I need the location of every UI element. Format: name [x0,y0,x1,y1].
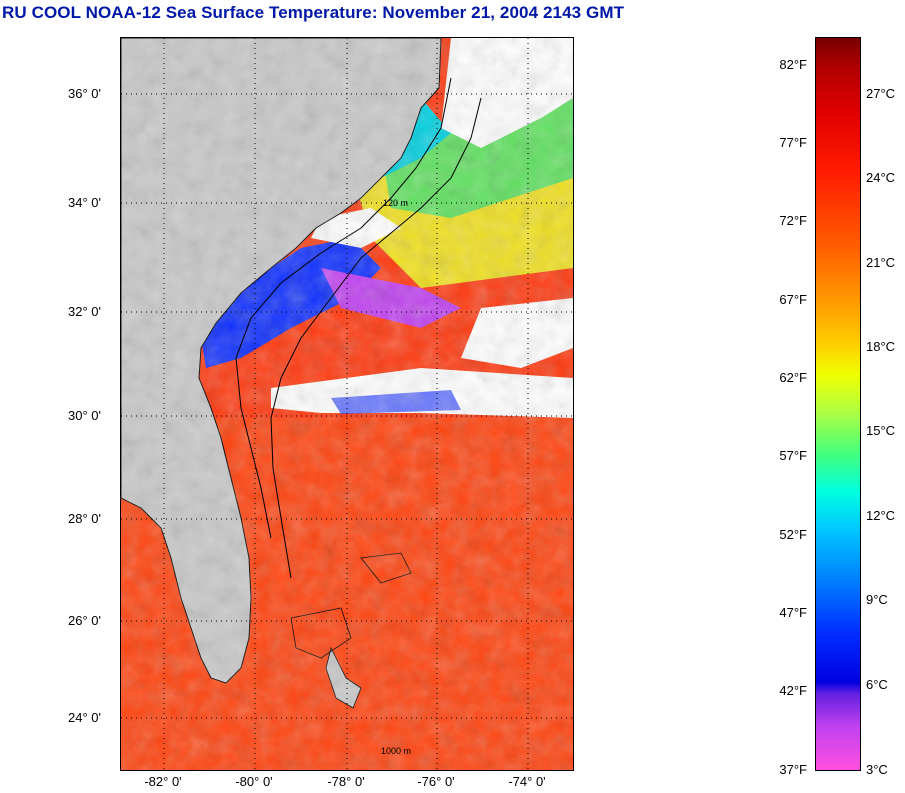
lon-label: -76° 0' [417,774,455,789]
celsius-label: 24°C [866,170,896,185]
lat-label: 36° 0' [68,86,101,101]
celsius-label: 9°C [866,592,888,607]
celsius-label: 15°C [866,423,896,438]
lon-label: -78° 0' [327,774,365,789]
fahrenheit-label: 42°F [779,683,807,698]
page-title: RU COOL NOAA-12 Sea Surface Temperature:… [2,3,625,22]
lat-label: 30° 0' [68,408,101,423]
sst-map-graphic: 120 m 1000 m [121,38,573,770]
lat-label: 34° 0' [68,195,101,210]
fahrenheit-label: 62°F [779,370,807,385]
celsius-label: 18°C [866,339,896,354]
graticule [121,38,573,770]
lon-label: -74° 0' [508,774,546,789]
sst-map[interactable]: 120 m 1000 m [120,37,574,771]
fahrenheit-label: 67°F [779,292,807,307]
celsius-label: 27°C [866,86,896,101]
fahrenheit-label: 37°F [779,762,807,777]
fahrenheit-label: 57°F [779,448,807,463]
fahrenheit-label: 77°F [779,135,807,150]
fahrenheit-label: 72°F [779,213,807,228]
lat-label: 32° 0' [68,304,101,319]
contour-120m [235,77,452,539]
celsius-label: 21°C [866,255,896,270]
lat-label: 24° 0' [68,710,101,725]
fahrenheit-label: 52°F [779,527,807,542]
celsius-label: 6°C [866,677,888,692]
lon-label: -80° 0' [235,774,273,789]
lat-label: 28° 0' [68,511,101,526]
lat-label: 26° 0' [68,613,101,628]
celsius-label: 3°C [866,762,888,777]
contour-label-120m: 120 m [383,198,408,208]
contour-1000m [270,97,482,579]
contour-label-1000m: 1000 m [381,746,411,756]
celsius-label: 12°C [866,508,896,523]
fahrenheit-label: 82°F [779,57,807,72]
temperature-colorbar [815,37,861,771]
fahrenheit-label: 47°F [779,605,807,620]
lon-label: -82° 0' [144,774,182,789]
